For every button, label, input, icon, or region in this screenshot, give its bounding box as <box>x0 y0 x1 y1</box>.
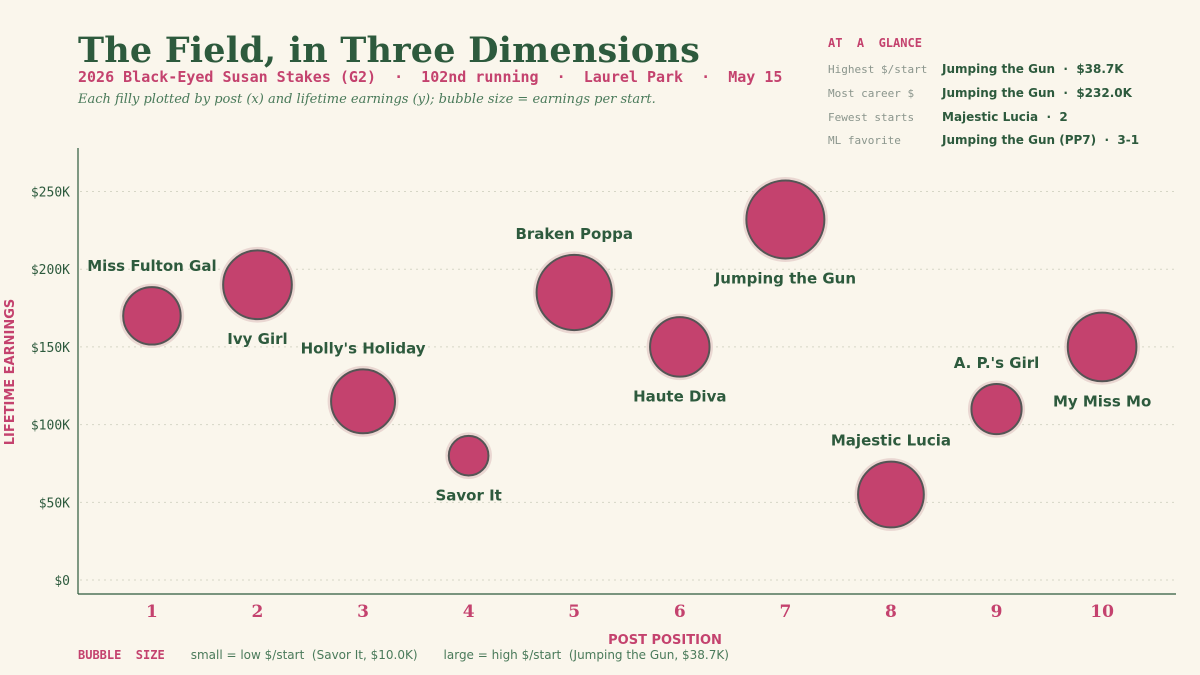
x-tick-label: 9 <box>991 602 1003 622</box>
y-tick-label: $0 <box>54 574 70 589</box>
bubble-label: Haute Diva <box>633 388 726 406</box>
bubble-label: A. P.'s Girl <box>954 354 1039 372</box>
x-tick-label: 6 <box>674 602 686 622</box>
glance-label: Highest $/start <box>828 63 928 76</box>
y-tick-label: $200K <box>31 263 70 278</box>
bubble <box>535 253 613 332</box>
glance-title: AT A GLANCE <box>828 36 922 50</box>
bubble <box>649 316 711 378</box>
bubble-labels: Miss Fulton Gal Ivy Girl Holly's Holiday Sa… <box>87 225 1151 505</box>
bubble-label: Majestic Lucia <box>831 432 951 450</box>
glance-value: Jumping the Gun · $232.0K <box>942 86 1132 100</box>
bubble-label: Braken Poppa <box>515 225 633 243</box>
chart-title: The Field, in Three Dimensions <box>78 30 700 71</box>
x-tick-label: 1 <box>146 602 158 622</box>
glance-value: Jumping the Gun (PP7) · 3-1 <box>942 133 1140 147</box>
y-tick-label: $50K <box>39 496 70 511</box>
legend-title: BUBBLE SIZE <box>78 648 165 662</box>
x-tick-label: 8 <box>885 602 897 622</box>
glance-label: Fewest starts <box>828 111 915 124</box>
bubble-label: Miss Fulton Gal <box>87 257 216 275</box>
glance-label: ML favorite <box>828 134 901 147</box>
bubble <box>970 382 1023 436</box>
chart-tagline: Each filly plotted by post (x) and lifet… <box>78 92 656 107</box>
x-tick-label: 3 <box>357 602 369 622</box>
bubbles <box>119 176 1140 531</box>
x-tick-label: 7 <box>779 602 791 622</box>
bubble <box>745 179 826 260</box>
y-tick-label: $150K <box>31 341 70 356</box>
legend-small: small = low $/start (Savor It, $10.0K) <box>190 648 418 662</box>
bubble-label: Savor It <box>435 487 501 505</box>
x-tick-label: 4 <box>463 602 475 622</box>
legend-large: large = high $/start (Jumping the Gun, $… <box>443 648 729 662</box>
chart-subtitle: 2026 Black-Eyed Susan Stakes (G2) · 102n… <box>78 68 783 86</box>
bubble-label: Ivy Girl <box>227 330 287 348</box>
x-tick-label: 2 <box>252 602 264 622</box>
bubble <box>447 434 490 477</box>
bubble <box>1066 311 1138 383</box>
x-axis-title: POST POSITION <box>608 633 722 648</box>
x-tick-label: 5 <box>568 602 580 622</box>
x-tick-label: 10 <box>1090 602 1114 622</box>
bubble-label: Jumping the Gun <box>714 269 856 287</box>
glance-value: Majestic Lucia · 2 <box>942 110 1068 124</box>
bubble <box>857 460 925 529</box>
y-axis-title: LIFETIME EARNINGS <box>3 299 18 446</box>
y-tick-label: $250K <box>31 186 70 201</box>
bubble <box>122 286 182 346</box>
glance-value: Jumping the Gun · $38.7K <box>942 62 1124 76</box>
bubble <box>330 368 397 435</box>
glance-label: Most career $ <box>828 87 915 100</box>
y-tick-label: $100K <box>31 419 70 434</box>
bubble <box>222 249 293 321</box>
bubble-size-legend: BUBBLE SIZE small = low $/start (Savor It… <box>78 644 729 663</box>
bubble-label: My Miss Mo <box>1053 392 1151 410</box>
bubble-label: Holly's Holiday <box>301 339 426 357</box>
axes: $0 $50K $100K $150K $200K $250K 1 2 3 4 5 6 7 8 9 10 POS… <box>3 148 1176 648</box>
